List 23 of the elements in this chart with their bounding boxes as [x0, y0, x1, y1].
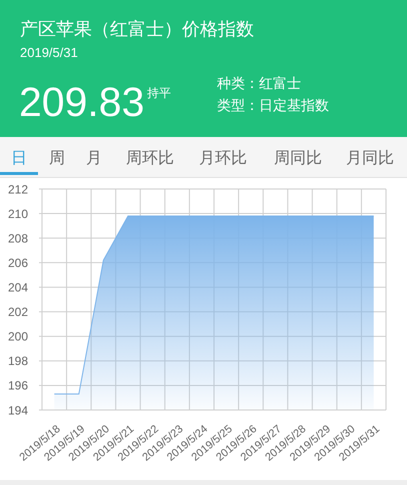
y-tick-label: 198: [8, 354, 28, 368]
tab-label: 周同比: [274, 149, 322, 167]
y-tick-label: 206: [8, 256, 28, 270]
tab-label: 日: [11, 149, 27, 167]
tab-label: 月环比: [199, 149, 247, 167]
y-tick-label: 202: [8, 305, 28, 320]
chart-subtitle: 2019/5/31: [20, 45, 78, 61]
tab-label: 周环比: [126, 149, 174, 167]
text: 种类：红富士: [217, 76, 301, 93]
y-tick-label: 210: [8, 206, 28, 221]
y-tick-label: 212: [8, 182, 28, 196]
tab-label: 月同比: [346, 149, 394, 167]
tab-label: 月: [86, 149, 102, 167]
y-tick-label: 200: [8, 330, 28, 344]
y-tick-label: 208: [8, 231, 28, 246]
text: 持平: [147, 85, 171, 101]
chart-title: 产区苹果（红富士）价格指数: [20, 18, 254, 41]
text: 209.83: [19, 79, 144, 125]
y-tick-label: 194: [8, 403, 28, 418]
tab-label: 周: [49, 149, 65, 167]
y-tick-label: 196: [8, 378, 28, 393]
text: 类型：日定基指数: [217, 98, 329, 115]
y-tick-label: 204: [8, 280, 28, 294]
